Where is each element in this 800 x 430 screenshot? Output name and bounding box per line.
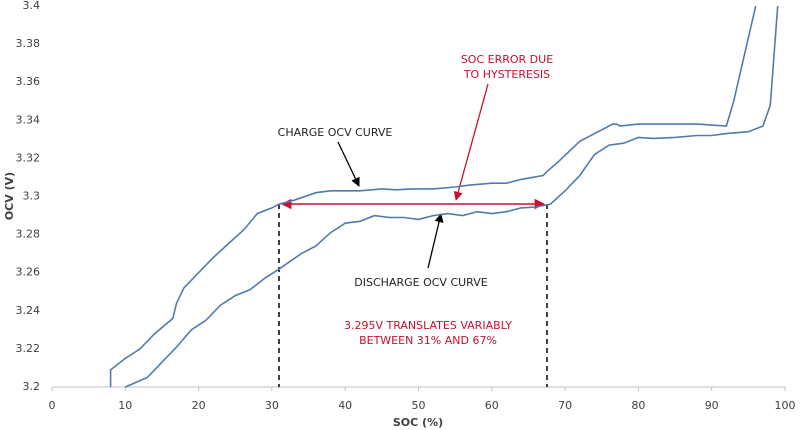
annotation: 3.295V TRANSLATES VARIABLY bbox=[344, 319, 512, 332]
y-tick-label: 3.32 bbox=[16, 151, 41, 164]
y-tick-label: 3.3 bbox=[23, 190, 41, 203]
x-tick-label: 70 bbox=[558, 399, 572, 412]
pointer-arrow bbox=[337, 141, 360, 187]
x-tick-label: 40 bbox=[338, 399, 352, 412]
x-axis-title: SOC (%) bbox=[393, 416, 443, 429]
data-line bbox=[124, 5, 779, 388]
x-tick-label: 80 bbox=[631, 399, 645, 412]
curve-label: DISCHARGE OCV CURVE bbox=[354, 276, 487, 289]
x-tick-label: 30 bbox=[265, 399, 279, 412]
data-line bbox=[109, 5, 757, 387]
y-tick-label: 3.26 bbox=[16, 266, 41, 279]
x-tick-label: 0 bbox=[49, 399, 56, 412]
pointer-arrow bbox=[427, 213, 444, 269]
y-tick-label: 3.2 bbox=[23, 380, 41, 393]
annotation: SOC ERROR DUE bbox=[461, 53, 553, 66]
x-tick-label: 20 bbox=[192, 399, 206, 412]
y-tick-label: 3.34 bbox=[16, 113, 41, 126]
y-tick-label: 3.36 bbox=[16, 75, 41, 88]
x-tick-label: 100 bbox=[775, 399, 796, 412]
x-tick-label: 10 bbox=[118, 399, 132, 412]
y-axis-title: OCV (V) bbox=[3, 172, 16, 220]
pointer-arrow bbox=[453, 83, 489, 201]
annotation: BETWEEN 31% AND 67% bbox=[359, 334, 497, 347]
y-tick-label: 3.24 bbox=[16, 304, 41, 317]
annotation: TO HYSTERESIS bbox=[463, 68, 550, 81]
y-tick-label: 3.28 bbox=[16, 228, 41, 241]
x-tick-label: 50 bbox=[412, 399, 426, 412]
curve-label: CHARGE OCV CURVE bbox=[278, 126, 393, 139]
y-tick-label: 3.38 bbox=[16, 37, 41, 50]
y-tick-label: 3.4 bbox=[23, 0, 41, 12]
x-tick-label: 60 bbox=[485, 399, 499, 412]
y-tick-label: 3.22 bbox=[16, 342, 41, 355]
x-tick-label: 90 bbox=[705, 399, 719, 412]
